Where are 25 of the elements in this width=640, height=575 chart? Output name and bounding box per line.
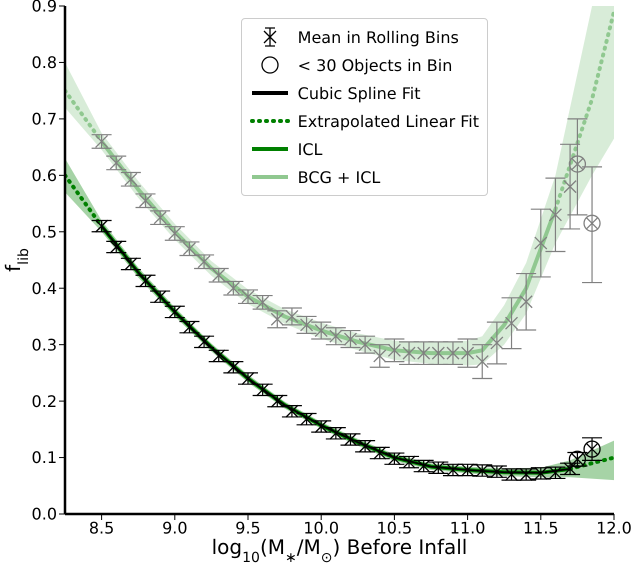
x-tick-label: 12.0 [596,518,632,538]
legend-label: Extrapolated Linear Fit [298,112,479,130]
legend-label: < 30 Objects in Bin [298,56,452,74]
y-tick-label: 0.8 [32,53,57,72]
y-tick-label: 0.7 [32,110,57,129]
x-tick-label: 8.5 [88,518,114,538]
legend-label: ICL [298,140,322,158]
x-tick-label: 9.5 [235,518,261,538]
y-tick-label: 0.1 [32,448,57,468]
y-tick-label: 0.3 [32,335,57,354]
y-tick-label: 0.2 [32,392,57,411]
legend-label: Mean in Rolling Bins [298,28,459,46]
x-axis-title: log$_{10}$(M$_{∗}$/M$_{⊙}$) Before Infall [212,535,468,566]
x-tick-label: 11.0 [450,518,486,538]
y-tick-label: 0.6 [32,166,57,186]
legend-label: BCG + ICL [298,168,380,186]
x-tick-label: 11.5 [522,518,559,538]
y-tick-label: 0.4 [32,278,57,298]
legend-label: Cubic Spline Fit [298,84,420,102]
y-tick-label: 0.9 [32,0,57,16]
y-tick-label: 0.5 [32,222,57,242]
x-tick-label: 10.5 [376,518,412,538]
y-tick-label: 0.0 [32,504,57,524]
x-tick-label: 10.0 [303,518,340,538]
x-tick-label: 9.0 [162,518,188,538]
